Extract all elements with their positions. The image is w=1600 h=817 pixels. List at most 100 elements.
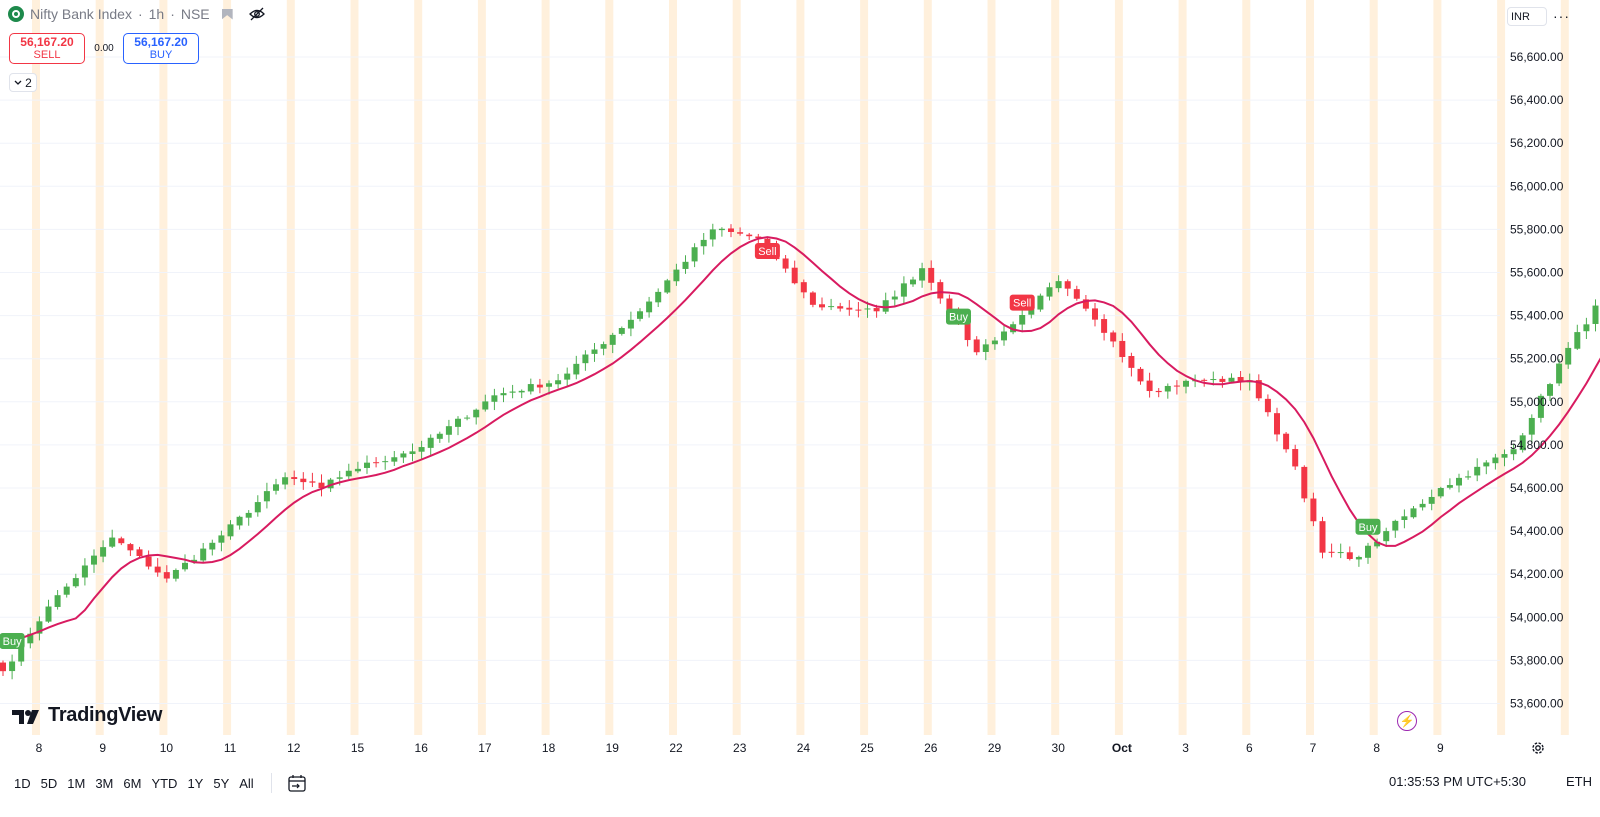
candle-body [655, 291, 662, 303]
candle-body [136, 549, 143, 556]
candle-body [1410, 508, 1417, 518]
candle-body [0, 662, 6, 672]
candle-body [1010, 324, 1017, 333]
time-axis-label: 22 [669, 741, 683, 755]
candle-body [946, 298, 953, 313]
buy-button[interactable]: 56,167.20 BUY [123, 33, 199, 64]
symbol-header[interactable]: Nifty Bank Index · 1h · NSE [8, 6, 265, 22]
time-axis-label: 11 [224, 741, 237, 755]
symbol-name[interactable]: Nifty Bank Index [30, 6, 132, 22]
eye-hidden-icon[interactable] [248, 6, 265, 22]
indicators-toggle[interactable]: 2 [9, 73, 37, 92]
price-axis-label: 54,800.00 [1510, 438, 1564, 452]
buy-signal-text: Buy [949, 312, 968, 324]
candle-body [627, 319, 634, 329]
candle-body [718, 228, 725, 231]
sell-button[interactable]: 56,167.20 SELL [9, 33, 85, 64]
range-5d[interactable]: 5D [40, 775, 58, 791]
moving-average-line [2, 236, 1600, 647]
range-1y[interactable]: 1Y [187, 775, 204, 791]
time-axis-label: 24 [797, 741, 811, 755]
candle-body [345, 470, 352, 477]
candle-body [518, 390, 525, 393]
goto-date-button[interactable] [286, 773, 308, 793]
candle-body [755, 236, 762, 239]
candle-body [382, 461, 389, 463]
time-axis: 8 9 10 11 12 15 16 17 18 19 22 23 24 25 26 29 30 Oct 3 6 7 8 9 [36, 741, 1444, 755]
range-1d[interactable]: 1D [14, 775, 31, 791]
range-6m[interactable]: 6M [123, 775, 142, 791]
candle-body [1419, 503, 1426, 508]
sell-signal-text: Sell [758, 246, 776, 258]
candle-body [1101, 319, 1108, 333]
candle-body [1392, 520, 1399, 531]
session-toggle[interactable]: ETH [1566, 774, 1592, 789]
candle-body [1310, 498, 1317, 522]
candle-body [154, 566, 161, 573]
range-5y[interactable]: 5Y [213, 775, 230, 791]
candle-body [455, 418, 461, 427]
tradingview-logo[interactable]: TradingView [12, 704, 162, 727]
sell-signal-label [1009, 294, 1035, 311]
candle-body [1173, 385, 1180, 387]
session-band [414, 0, 423, 735]
candle-body [1383, 531, 1390, 542]
range-1m[interactable]: 1M [67, 775, 86, 791]
candle-body [591, 349, 598, 354]
price-axis-label: 56,600.00 [1510, 50, 1564, 64]
session-band [987, 0, 996, 735]
candle-body [1510, 449, 1517, 455]
candle-body [427, 437, 434, 448]
three-dots-icon[interactable]: ··· [1553, 8, 1570, 24]
candle-body [473, 409, 480, 418]
buy-signal-label [0, 633, 25, 650]
candle-body [1592, 305, 1599, 324]
sell-price: 56,167.20 [20, 34, 74, 49]
candle-body [837, 306, 844, 309]
candle-body [482, 401, 489, 410]
candle-body [1137, 368, 1144, 382]
candle-body [418, 447, 425, 452]
buy-signal-label [1355, 518, 1381, 535]
symbol-logo-icon [8, 6, 24, 22]
candle-body [1456, 477, 1462, 486]
interval-label[interactable]: 1h [148, 6, 165, 22]
time-axis-label: 6 [1246, 741, 1253, 755]
candle-body [1492, 457, 1499, 464]
lightning-icon[interactable]: ⚡ [1397, 711, 1417, 731]
candle-body [1337, 552, 1344, 554]
candle-body [91, 555, 97, 565]
candle-body [573, 363, 580, 375]
candle-body [819, 304, 825, 308]
time-axis-label: 16 [415, 741, 429, 755]
candle-body [1274, 413, 1280, 435]
clock-readout[interactable]: 01:35:53 PM UTC+5:30 [1389, 774, 1526, 789]
candle-body [536, 384, 543, 388]
candle-body [964, 321, 971, 341]
range-3m[interactable]: 3M [95, 775, 114, 791]
gear-icon[interactable] [1530, 740, 1546, 756]
signal-labels: BuySellBuySellBuySell [0, 242, 1381, 650]
flag-icon[interactable] [221, 8, 233, 20]
candle-body [846, 307, 853, 310]
candle-body [1283, 433, 1290, 450]
time-axis-label: 3 [1182, 741, 1189, 755]
time-axis-label: 9 [1437, 741, 1444, 755]
range-ytd[interactable]: YTD [151, 775, 178, 791]
session-band [159, 0, 168, 735]
candle-body [1264, 398, 1271, 413]
time-axis-label: 30 [1052, 741, 1066, 755]
candle-body [500, 393, 507, 396]
time-axis-label: 26 [924, 741, 938, 755]
candle-body [1219, 378, 1226, 382]
candle-body [1401, 516, 1408, 520]
candle-body [1292, 449, 1299, 467]
session-band [732, 0, 741, 735]
candle-body [609, 334, 616, 345]
candle-body [309, 481, 316, 483]
candle-body [682, 261, 689, 269]
candle-body [291, 477, 298, 479]
range-all[interactable]: All [239, 775, 254, 791]
currency-selector[interactable]: INR [1507, 7, 1547, 26]
